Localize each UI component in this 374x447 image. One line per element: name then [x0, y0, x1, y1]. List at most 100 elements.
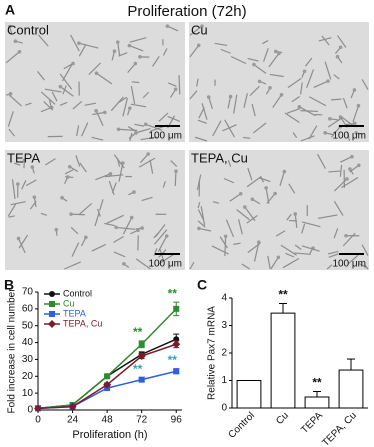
cell-body	[94, 71, 99, 76]
cell	[229, 193, 242, 202]
cell	[64, 261, 81, 270]
cell-body	[94, 109, 98, 113]
cell	[286, 107, 301, 114]
cell	[267, 255, 271, 270]
significance: **	[312, 376, 322, 390]
cell	[197, 202, 201, 209]
cell	[262, 40, 269, 45]
cell-body	[67, 164, 72, 169]
y-tick-label: 40	[22, 337, 34, 348]
cell	[189, 90, 198, 100]
cell	[113, 236, 124, 243]
cell	[247, 242, 261, 254]
cell	[189, 25, 203, 36]
y-axis-label: Fold increase in cell number	[7, 288, 18, 414]
cell	[60, 86, 74, 97]
cell-body	[282, 169, 287, 174]
y-tick-label: 30	[22, 354, 34, 365]
cell	[167, 115, 181, 122]
cell	[7, 203, 17, 217]
cell-body	[338, 45, 343, 50]
cell	[167, 25, 179, 32]
cell	[212, 201, 220, 204]
cell	[352, 105, 360, 123]
cell	[306, 69, 315, 88]
cell	[17, 238, 26, 254]
x-axis-label: Proliferation (h)	[72, 429, 147, 441]
cell	[92, 111, 105, 116]
cell	[71, 242, 80, 257]
cell	[59, 101, 68, 106]
cell	[116, 157, 121, 167]
cell	[288, 183, 296, 194]
cell	[198, 107, 205, 119]
cell	[244, 206, 256, 222]
y-tick-label: 20	[22, 371, 34, 382]
cell	[339, 164, 343, 177]
cell-body	[326, 79, 330, 83]
cell	[167, 82, 177, 87]
cell	[122, 217, 133, 235]
cell	[18, 234, 29, 249]
cell	[129, 37, 147, 43]
cell	[251, 103, 256, 117]
cell	[223, 177, 235, 184]
cell	[11, 179, 16, 200]
cell	[260, 175, 264, 183]
panel-title: Proliferation (72h)	[127, 3, 246, 20]
cell	[51, 91, 58, 102]
cell	[247, 57, 259, 62]
cell	[8, 94, 22, 107]
cell-body	[174, 169, 178, 173]
cell-body	[132, 190, 136, 194]
cell	[152, 55, 160, 67]
image-bg	[189, 22, 369, 142]
x-tick-label: 72	[136, 415, 148, 426]
cell	[79, 162, 87, 173]
cell	[106, 214, 124, 224]
marker	[138, 341, 145, 348]
legend-marker	[48, 320, 56, 328]
cell	[162, 181, 166, 188]
cell	[5, 51, 20, 64]
cell	[265, 187, 270, 204]
cell-body	[143, 122, 148, 127]
cell	[268, 53, 280, 68]
cell	[304, 57, 313, 67]
cell	[270, 256, 279, 270]
cell	[189, 44, 200, 58]
x-tick-label: 0	[35, 415, 41, 426]
cell	[134, 123, 145, 127]
cell	[178, 75, 181, 95]
cell	[48, 99, 52, 107]
cell	[292, 132, 298, 139]
cell-body	[32, 195, 37, 199]
cell-body	[69, 212, 73, 216]
cell	[25, 179, 37, 187]
cell	[308, 125, 318, 140]
cell	[13, 162, 21, 166]
cell	[71, 213, 85, 216]
legend-label: Cu	[63, 298, 75, 308]
cell-body	[22, 158, 27, 163]
panel-label: A	[5, 2, 15, 18]
cell	[110, 96, 124, 112]
cell	[43, 101, 54, 111]
cell	[158, 252, 176, 265]
cell	[279, 171, 285, 187]
cell-body	[65, 175, 70, 179]
cell	[45, 158, 56, 166]
cell	[197, 119, 207, 124]
cell	[331, 98, 342, 101]
cell	[246, 176, 261, 188]
cell	[40, 212, 48, 216]
cell	[198, 227, 212, 232]
cell	[25, 102, 32, 106]
cell	[241, 263, 250, 270]
cell	[91, 243, 106, 252]
y-tick-label: 10	[22, 388, 34, 399]
cell	[246, 215, 258, 224]
cell	[212, 120, 222, 137]
marker	[68, 402, 77, 411]
